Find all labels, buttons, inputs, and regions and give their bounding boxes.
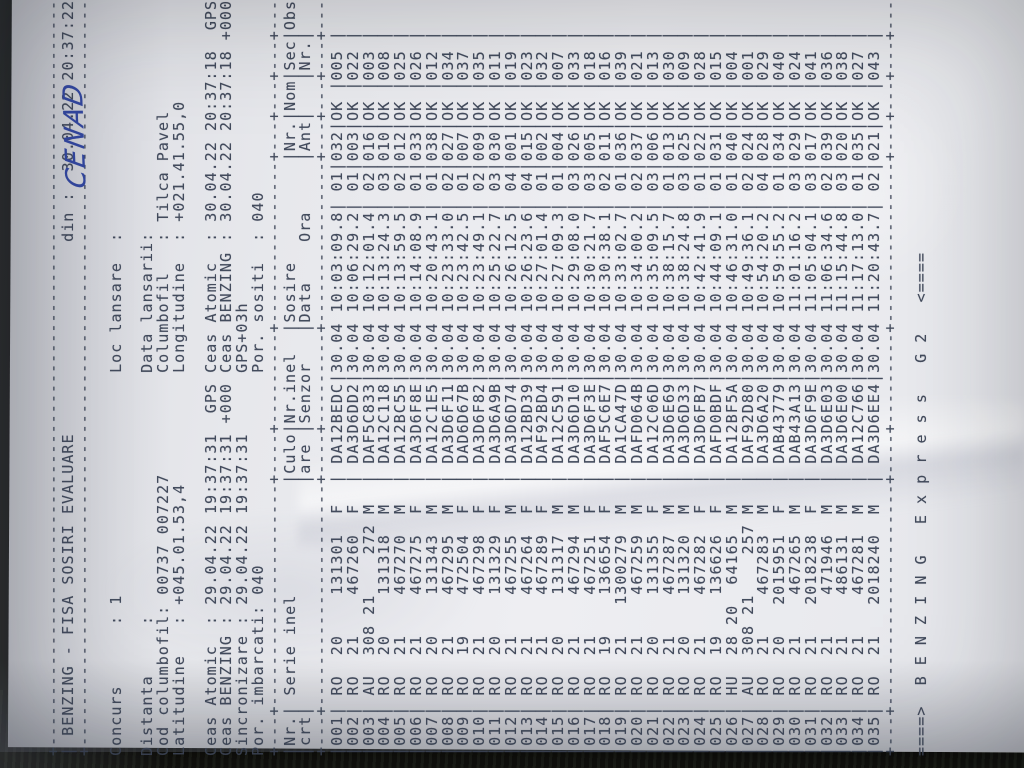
printout-text: CENAD +---------------------------------…: [14, 0, 931, 756]
doc-line: Concurs : 1 Loc lansare :: [106, 231, 125, 756]
doc-line: ====> B E N Z I N G E x p r e s s G 2 <=…: [912, 251, 931, 756]
paper-shadow-bottom: [0, 660, 1024, 752]
paper-crease: [30, 480, 550, 700]
paper-shadow-left: [0, 0, 170, 768]
doc-line: Latitudine : +045.01.53,4 Longitudine : …: [169, 100, 188, 756]
handwritten-location-note: CENAD: [57, 79, 93, 191]
paper-highlight: [640, 40, 1024, 340]
doc-line: +---+----------------------+----+-------…: [880, 0, 899, 756]
